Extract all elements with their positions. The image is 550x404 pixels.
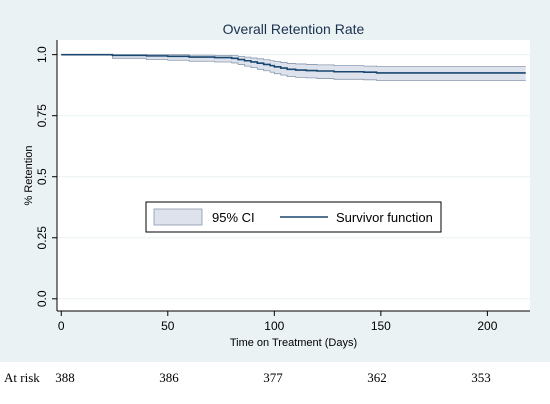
chart-title: Overall Retention Rate — [223, 21, 365, 37]
y-axis-title: % Retention — [23, 146, 35, 206]
plot-panel — [57, 40, 530, 311]
y-tick-label: 0.0 — [35, 290, 49, 307]
at-risk-value-50: 386 — [159, 370, 179, 385]
survivor-function-line — [61, 53, 526, 74]
legend-ci-label: 95% CI — [212, 210, 255, 225]
ci-band — [61, 54, 526, 81]
chart: Overall Retention Rate 0.0 0.25 0.5 0.75 1.0 0… — [0, 0, 550, 362]
x-tick-label: 50 — [161, 319, 175, 333]
y-tick-label: 0.5 — [35, 168, 49, 185]
x-tick-label: 200 — [477, 319, 497, 333]
x-tick-label: 150 — [371, 319, 391, 333]
y-tick-label: 0.75 — [35, 104, 49, 128]
legend-survivor-label: Survivor function — [336, 210, 433, 225]
legend-ci-swatch — [153, 208, 203, 226]
y-tick-label: 0.25 — [35, 226, 49, 250]
at-risk-value-100: 377 — [263, 370, 283, 385]
x-tick-label: 0 — [58, 319, 65, 333]
x-axis-title: Time on Treatment (Days) — [230, 337, 357, 349]
ci-upper-line — [61, 54, 526, 68]
at-risk-label: At risk — [4, 370, 40, 385]
at-risk-value-150: 362 — [367, 370, 387, 385]
y-tick-label: 1.0 — [35, 46, 49, 63]
at-risk-value-200: 353 — [471, 370, 491, 385]
at-risk-row: At risk 388 386 377 362 353 — [0, 362, 550, 404]
ci-lower-line — [61, 54, 526, 81]
chart-svg: Overall Retention Rate 0.0 0.25 0.5 0.75 1.0 0… — [0, 0, 550, 362]
at-risk-value-0: 388 — [55, 370, 75, 385]
x-tick-label: 100 — [264, 319, 284, 333]
